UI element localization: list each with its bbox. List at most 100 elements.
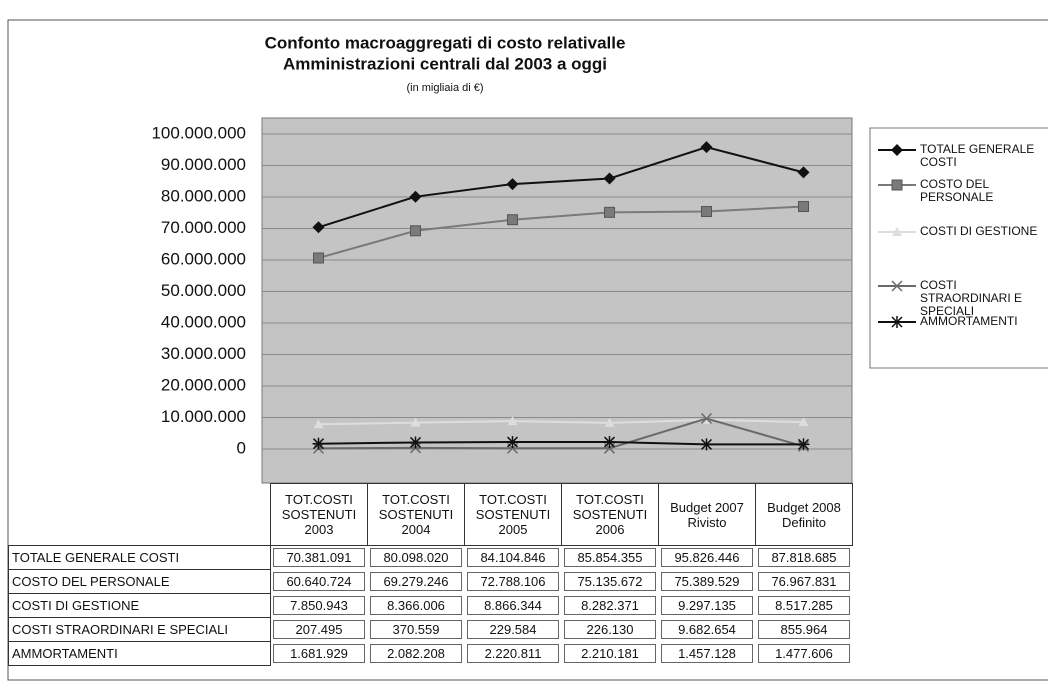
marker-part xyxy=(891,316,903,328)
table-value: 80.098.020 xyxy=(370,548,462,567)
table-value: 8.282.371 xyxy=(564,596,656,615)
table-value: 84.104.846 xyxy=(467,548,559,567)
marker xyxy=(409,436,422,449)
marker-part xyxy=(604,206,615,218)
marker xyxy=(798,417,809,427)
y-tick-label: 10.000.000 xyxy=(161,407,246,426)
marker xyxy=(313,419,324,429)
marker-part xyxy=(604,417,615,427)
marker xyxy=(797,438,810,451)
table-value: 226.130 xyxy=(564,620,656,639)
table-value: 8.866.344 xyxy=(467,596,559,615)
table-value: 229.584 xyxy=(467,620,559,639)
marker-part xyxy=(313,419,324,429)
chart-subtitle: (in migliaia di €) xyxy=(406,82,483,94)
legend-marker xyxy=(891,280,903,292)
table-value: 9.297.135 xyxy=(661,596,753,615)
legend-marker xyxy=(891,144,903,156)
y-tick-label: 70.000.000 xyxy=(161,218,246,237)
table-value: 1.457.128 xyxy=(661,644,753,663)
table-value: 855.964 xyxy=(758,620,850,639)
category-label: Budget 2007 Rivisto xyxy=(658,483,756,546)
frame xyxy=(7,19,1048,681)
marker-part xyxy=(700,438,713,450)
table-value: 7.850.943 xyxy=(273,596,365,615)
row-header: TOTALE GENERALE COSTI xyxy=(8,545,271,570)
legend-marker xyxy=(891,316,903,328)
row-header: COSTO DEL PERSONALE xyxy=(8,569,271,594)
chart-title: Amministrazioni centrali dal 2003 a oggi xyxy=(283,54,607,73)
marker-part xyxy=(798,417,809,427)
marker xyxy=(313,252,324,264)
marker-part xyxy=(313,252,324,264)
series-line xyxy=(318,418,804,426)
y-tick-label: 40.000.000 xyxy=(161,312,246,331)
y-tick-label: 100.000.000 xyxy=(151,123,246,142)
marker-part xyxy=(701,206,712,218)
category-label: TOT.COSTI SOSTENUTI 2005 xyxy=(464,483,562,546)
marker xyxy=(312,221,325,234)
series-line xyxy=(318,146,804,229)
marker-part xyxy=(312,221,325,234)
marker-part xyxy=(797,166,810,179)
table-value: 70.381.091 xyxy=(273,548,365,567)
marker-part xyxy=(409,436,422,448)
legend-label: COSTI STRAORDINARI E SPECIALI xyxy=(920,278,1023,318)
series-line xyxy=(318,417,804,450)
marker xyxy=(410,225,421,237)
marker-part xyxy=(700,412,713,425)
y-tick-label: 60.000.000 xyxy=(161,249,246,268)
marker xyxy=(603,172,616,185)
marker xyxy=(603,436,616,449)
table-value: 85.854.355 xyxy=(564,548,656,567)
marker-part xyxy=(410,225,421,237)
marker-part xyxy=(410,417,421,427)
marker xyxy=(700,438,713,451)
marker-part xyxy=(507,214,518,226)
table-value: 75.135.672 xyxy=(564,572,656,591)
legend-marker xyxy=(892,227,902,236)
y-tick-label: 0 xyxy=(237,438,246,457)
table-value: 75.389.529 xyxy=(661,572,753,591)
marker-part xyxy=(506,436,519,448)
marker-part xyxy=(892,227,902,236)
marker xyxy=(604,206,615,218)
marker-part xyxy=(409,190,422,203)
table-value: 2.210.181 xyxy=(564,644,656,663)
marker-part xyxy=(506,178,519,191)
table-value: 87.818.685 xyxy=(758,548,850,567)
y-tick-label: 80.000.000 xyxy=(161,186,246,205)
marker xyxy=(410,417,421,427)
table-value: 207.495 xyxy=(273,620,365,639)
y-tick-label: 20.000.000 xyxy=(161,375,246,394)
marker xyxy=(506,178,519,191)
table-value: 8.366.006 xyxy=(370,596,462,615)
table-value: 1.477.606 xyxy=(758,644,850,663)
marker-part xyxy=(700,141,713,154)
marker xyxy=(700,141,713,154)
y-tick-label: 30.000.000 xyxy=(161,344,246,363)
marker xyxy=(700,412,713,425)
marker xyxy=(797,166,810,179)
table-value: 2.220.811 xyxy=(467,644,559,663)
category-label: TOT.COSTI SOSTENUTI 2006 xyxy=(561,483,659,546)
table-value: 370.559 xyxy=(370,620,462,639)
marker xyxy=(312,437,325,450)
marker xyxy=(798,201,809,213)
marker xyxy=(604,417,615,427)
chart-title: Confonto macroaggregati di costo relativ… xyxy=(265,33,626,52)
marker xyxy=(701,206,712,218)
table-value: 1.681.929 xyxy=(273,644,365,663)
marker-part xyxy=(507,416,518,426)
legend-label: COSTO DEL PERSONALE xyxy=(920,177,994,204)
y-tick-label: 90.000.000 xyxy=(161,155,246,174)
legend-box xyxy=(869,127,1048,369)
table-value: 2.082.208 xyxy=(370,644,462,663)
marker-part xyxy=(891,280,903,292)
table-value: 60.640.724 xyxy=(273,572,365,591)
table-value: 95.826.446 xyxy=(661,548,753,567)
plot-area xyxy=(261,117,853,484)
marker-part xyxy=(891,179,903,191)
table-value: 69.279.246 xyxy=(370,572,462,591)
